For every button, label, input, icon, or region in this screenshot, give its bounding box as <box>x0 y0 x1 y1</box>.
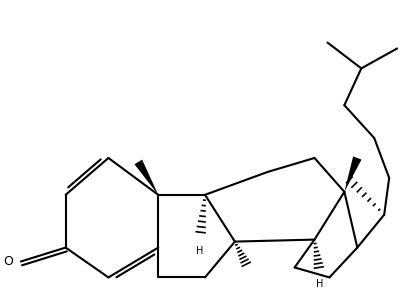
Polygon shape <box>134 160 158 195</box>
Polygon shape <box>344 156 361 192</box>
Text: H: H <box>316 279 323 289</box>
Text: H: H <box>197 246 204 256</box>
Text: O: O <box>3 255 13 268</box>
